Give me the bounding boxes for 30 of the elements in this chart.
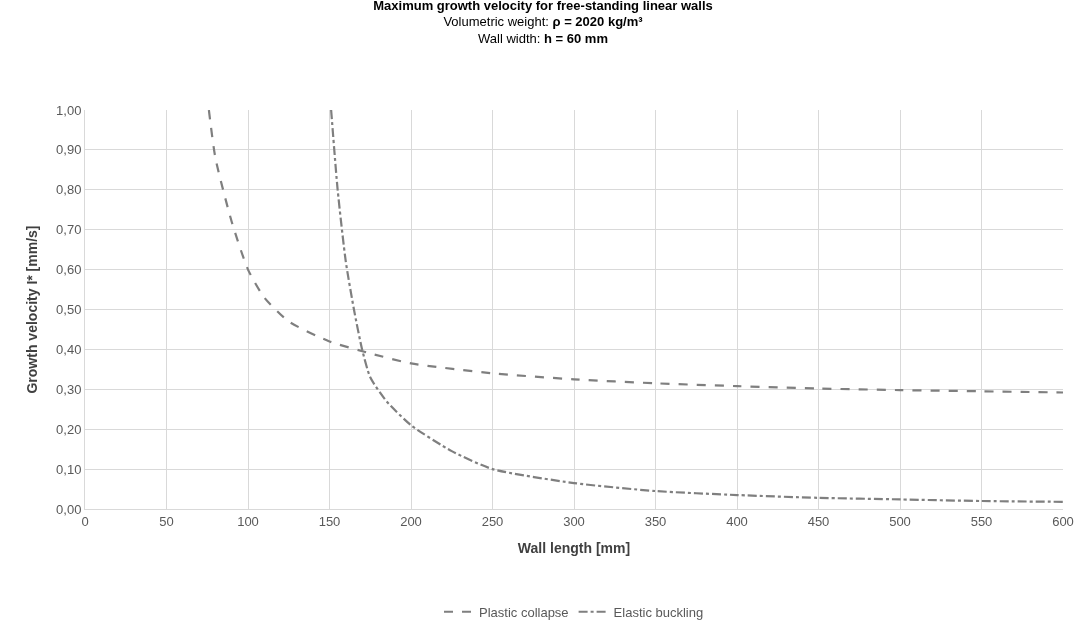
x-tick-label: 300 (563, 513, 585, 529)
y-tick-label: 0,90 (56, 142, 82, 158)
x-tick-label: 200 (400, 513, 422, 529)
y-tick-label: 0,80 (56, 182, 82, 198)
y-axis-title: Growth velocity I* [mm/s] (23, 225, 40, 394)
x-tick-label: 600 (1052, 513, 1074, 529)
x-tick-label: 400 (726, 513, 748, 529)
x-tick-label: 500 (889, 513, 911, 529)
y-tick-label: 0,20 (56, 421, 82, 437)
y-tick-label: 1,00 (56, 102, 82, 118)
y-tick-label: 0,40 (56, 341, 82, 357)
y-tick-label: 0,50 (56, 302, 82, 318)
x-tick-label: 0 (81, 513, 89, 529)
chart-subtitle: Volumetric weight: ρ = 2020 kg/m³ Wall width: h = 60 mm (443, 14, 644, 47)
x-tick-label: 100 (237, 513, 259, 529)
y-tick-label: 0,00 (56, 501, 82, 517)
chart-title: Maximum growth velocity for free-standing linear walls (373, 0, 713, 13)
legend-label: Elastic buckling (613, 604, 704, 620)
x-tick-label: 50 (159, 513, 174, 529)
x-tick-label: 450 (807, 513, 830, 529)
y-tick-label: 0,70 (56, 222, 82, 238)
x-tick-label: 350 (644, 513, 667, 529)
x-tick-label: 150 (318, 513, 341, 529)
x-tick-label: 550 (970, 513, 993, 529)
y-tick-label: 0,10 (56, 461, 82, 477)
legend-label: Plastic collapse (479, 604, 569, 620)
x-axis-title: Wall length [mm] (517, 539, 631, 556)
y-tick-label: 0,60 (56, 262, 82, 278)
x-tick-label: 250 (481, 513, 504, 529)
y-tick-label: 0,30 (56, 381, 82, 397)
